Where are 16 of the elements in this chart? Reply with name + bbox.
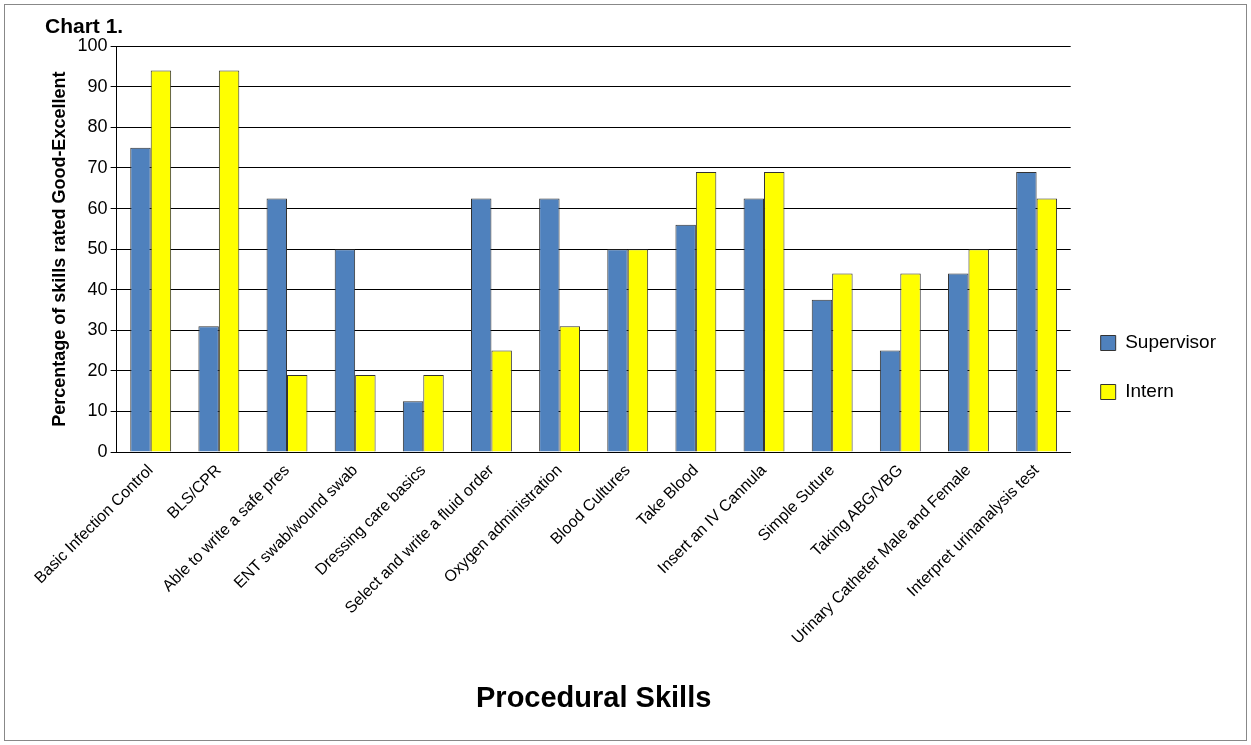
y-tick-label: 90	[87, 75, 108, 96]
y-tick-label: 50	[87, 238, 108, 259]
y-tick-label: 0	[97, 441, 108, 462]
y-axis-title: Percentage of skills rated Good-Excellent	[48, 71, 69, 427]
y-tick-label: 30	[87, 319, 108, 340]
y-tick-label: 20	[87, 359, 108, 380]
x-axis-title: Procedural Skills	[475, 680, 712, 713]
chart-title: Chart 1.	[45, 14, 124, 38]
y-tick-label: 70	[87, 156, 108, 177]
legend-label: Supervisor	[1125, 331, 1217, 353]
y-tick-label: 40	[87, 278, 108, 299]
y-tick-label: 10	[87, 400, 108, 421]
y-tick-label: 80	[87, 116, 108, 137]
legend-label: Intern	[1125, 380, 1174, 402]
y-tick-label: 60	[87, 197, 108, 218]
y-tick-label: 100	[77, 35, 108, 56]
